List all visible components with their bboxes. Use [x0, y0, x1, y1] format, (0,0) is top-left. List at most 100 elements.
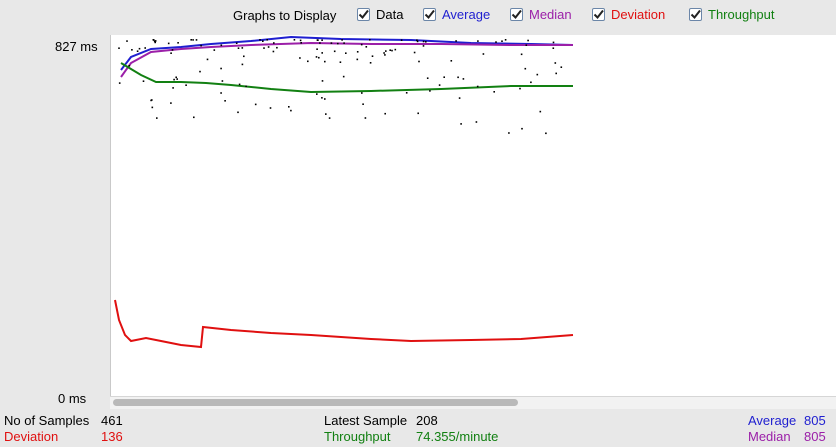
- data-point: [321, 39, 323, 41]
- data-point: [167, 42, 170, 45]
- samples-label: No of Samples: [4, 413, 90, 428]
- deviation-checkbox-label: Deviation: [611, 7, 666, 22]
- deviation-checkbox[interactable]: Deviation: [592, 7, 665, 22]
- data-point: [321, 52, 323, 54]
- data-point: [337, 42, 339, 45]
- data-point: [495, 41, 497, 43]
- latest-sample-label: Latest Sample: [324, 413, 408, 428]
- scrollbar-thumb[interactable]: [113, 399, 518, 406]
- data-point: [539, 110, 542, 113]
- data-point: [521, 127, 523, 130]
- data-point: [243, 55, 245, 58]
- data-point: [418, 60, 420, 63]
- data-point: [173, 78, 175, 81]
- data-point: [319, 42, 321, 44]
- data-point: [416, 39, 418, 41]
- data-point: [267, 46, 270, 48]
- data-point: [482, 53, 485, 55]
- data-point: [389, 49, 391, 51]
- data-point: [316, 48, 318, 50]
- data-point: [455, 40, 457, 42]
- data-point: [552, 41, 555, 44]
- average-value: 805: [804, 413, 826, 428]
- data-point: [118, 47, 120, 49]
- data-point: [237, 111, 239, 114]
- data-point: [475, 121, 478, 123]
- data-point: [199, 70, 201, 73]
- data-point: [262, 40, 264, 42]
- median-label: Median: [748, 429, 791, 444]
- data-point: [385, 50, 387, 52]
- median-checkbox[interactable]: Median: [510, 7, 572, 22]
- data-point: [458, 97, 461, 99]
- data-point: [450, 60, 453, 62]
- data-point: [345, 52, 347, 54]
- data-point: [293, 39, 296, 41]
- data-point: [259, 39, 261, 41]
- data-point: [383, 52, 385, 54]
- samples-value: 461: [101, 413, 123, 428]
- data-point: [118, 82, 121, 84]
- data-point: [150, 99, 152, 102]
- horizontal-scrollbar[interactable]: [110, 396, 836, 409]
- data-point: [153, 40, 156, 43]
- data-point: [328, 117, 331, 119]
- average-checkbox[interactable]: Average: [423, 7, 490, 22]
- data-point: [318, 56, 320, 59]
- data-point: [177, 42, 179, 44]
- y-axis-min-label: 0 ms: [58, 391, 87, 406]
- data-point: [555, 72, 557, 75]
- data-point: [493, 91, 495, 93]
- data-point: [422, 45, 425, 47]
- data-point: [527, 39, 529, 42]
- data-point: [138, 47, 141, 50]
- data-point: [365, 46, 368, 48]
- data-point: [536, 73, 539, 76]
- latest-sample-value: 208: [416, 413, 438, 428]
- data-point: [224, 100, 226, 102]
- data-point: [241, 47, 244, 49]
- data-point: [364, 117, 367, 119]
- data-point: [221, 80, 224, 82]
- check-icon: [357, 8, 370, 21]
- data-point: [190, 39, 192, 41]
- data-point: [321, 80, 324, 82]
- data-point: [417, 112, 419, 115]
- data-point: [185, 84, 187, 86]
- data-point: [276, 46, 278, 49]
- data-checkbox[interactable]: Data: [357, 7, 403, 22]
- data-point: [519, 87, 521, 90]
- data-point: [266, 39, 268, 41]
- graph-toolbar: Graphs to Display Data Average Median De…: [0, 0, 836, 34]
- data-point: [144, 47, 146, 49]
- data-point: [360, 43, 363, 46]
- data-point: [213, 49, 216, 51]
- data-point: [245, 85, 247, 88]
- data-point: [343, 42, 345, 44]
- data-point: [545, 132, 547, 135]
- median-checkbox-label: Median: [529, 7, 572, 22]
- data-point: [426, 77, 429, 79]
- throughput-line: [120, 62, 573, 94]
- data-point: [369, 62, 372, 64]
- data-point: [142, 80, 145, 82]
- data-point: [272, 50, 275, 53]
- data-point: [333, 50, 336, 53]
- data-point: [457, 76, 459, 79]
- data-point: [220, 92, 222, 94]
- average-line: [120, 35, 574, 71]
- graph-canvas: [110, 35, 836, 396]
- data-point: [126, 40, 128, 42]
- data-point: [391, 49, 393, 52]
- data-point: [520, 53, 523, 56]
- data-point: [136, 50, 139, 52]
- data-point: [299, 57, 301, 59]
- data-checkbox-label: Data: [376, 7, 404, 22]
- throughput-checkbox[interactable]: Throughput: [689, 7, 775, 22]
- data-point: [462, 78, 465, 80]
- throughput-value: 74.355/minute: [416, 429, 499, 444]
- data-point: [443, 76, 445, 78]
- data-point: [460, 123, 462, 125]
- data-point: [362, 103, 364, 105]
- data-point: [315, 56, 318, 58]
